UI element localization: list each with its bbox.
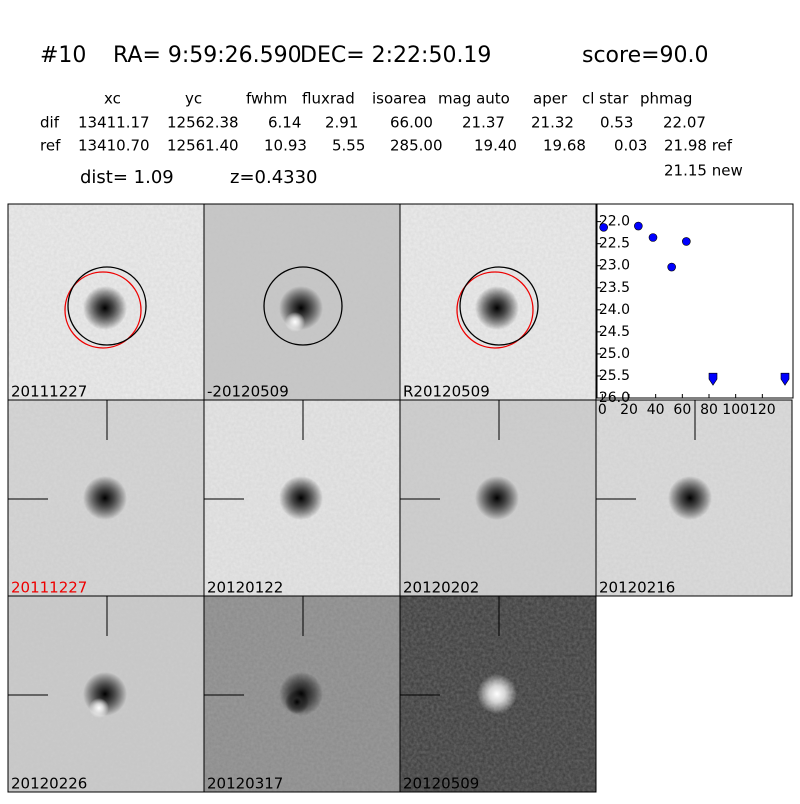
source <box>477 674 517 714</box>
point-limit <box>780 372 790 386</box>
cell: 10.93 <box>264 137 307 155</box>
column-header: fwhm <box>246 90 287 108</box>
x-tick-label: 60 <box>673 402 691 418</box>
column-header: mag auto <box>438 90 510 108</box>
y-tick-label: 22.5 <box>599 236 630 252</box>
aperture <box>459 266 539 346</box>
column-header: xc <box>104 90 121 108</box>
y-tick-label: 26.0 <box>599 390 630 406</box>
phmag-new: 21.15 new <box>664 162 743 180</box>
cell: 22.07 <box>663 114 706 132</box>
dec: DEC= 2:22:50.19 <box>300 43 491 68</box>
y-tick-label: 23.5 <box>599 280 630 296</box>
cell: 6.14 <box>268 114 301 132</box>
residual <box>285 312 305 332</box>
aperture <box>67 266 147 346</box>
stamp-label: 20120202 <box>403 579 479 597</box>
stamp-label: 20120216 <box>599 579 675 597</box>
column-header: cl star <box>582 90 629 108</box>
cell: 5.55 <box>332 137 365 155</box>
x-tick-label: 0 <box>598 402 607 418</box>
point <box>634 221 643 231</box>
x-tick-label: 40 <box>647 402 665 418</box>
cell: 0.03 <box>614 137 647 155</box>
cell: 19.40 <box>474 137 517 155</box>
x-tick-label: 80 <box>700 402 718 418</box>
point <box>648 233 658 242</box>
source <box>668 476 712 520</box>
stamp: 20120317 <box>203 595 401 793</box>
stamp: 20120509 <box>399 595 597 793</box>
cell: 12561.40 <box>167 137 239 155</box>
column-header: yc <box>185 90 202 108</box>
cell: 21.37 <box>462 114 505 132</box>
y-tick-label: 23.0 <box>599 258 630 274</box>
source <box>83 286 127 330</box>
stamp-label: 20120122 <box>207 579 283 597</box>
stamp: 20120216 <box>595 399 793 597</box>
point <box>599 223 608 232</box>
stamp-label: 20111227 <box>11 383 87 401</box>
cell: 66.00 <box>390 114 433 132</box>
x-tick-label: 100 <box>722 402 749 418</box>
cell: 0.53 <box>600 114 633 132</box>
cell: 285.00 <box>390 137 443 155</box>
stamp-border <box>595 399 793 597</box>
row-label: ref <box>40 137 61 155</box>
aperture <box>263 266 343 346</box>
y-tick-label: 25.5 <box>599 368 630 384</box>
stamp-label: 20120226 <box>11 775 87 793</box>
stamp: -20120509 <box>203 203 401 401</box>
id: #10 <box>40 43 86 68</box>
aperture-ref <box>64 271 142 349</box>
stamp-label: 20111227 <box>11 579 87 597</box>
source <box>475 286 519 330</box>
score: score=90.0 <box>582 43 709 68</box>
stamp-label: 20120317 <box>207 775 283 793</box>
ra: RA= 9:59:26.590 <box>113 43 302 68</box>
cell: 21.98 ref <box>664 137 733 155</box>
point-limit <box>708 372 718 386</box>
source <box>83 476 127 520</box>
y-tick-label: 24.0 <box>599 302 630 318</box>
source <box>279 476 323 520</box>
stamp: R20120509 <box>399 203 597 401</box>
row-label: dif <box>40 114 60 132</box>
point <box>682 237 691 246</box>
x-tick-label: 120 <box>749 402 776 418</box>
source <box>285 690 309 714</box>
cell: 2.91 <box>325 114 358 132</box>
column-header: fluxrad <box>302 90 355 108</box>
cell: 12562.38 <box>167 114 239 132</box>
dist: dist= 1.09 <box>80 167 174 188</box>
cell: 21.32 <box>531 114 574 132</box>
cell: 13410.70 <box>78 137 150 155</box>
stamp-label: R20120509 <box>403 383 490 401</box>
y-tick-label: 25.0 <box>599 346 630 362</box>
stamp: 20120226 <box>7 595 205 793</box>
stamp: 20120202 <box>399 399 597 597</box>
x-tick-label: 20 <box>620 402 638 418</box>
cell: 13411.17 <box>78 114 150 132</box>
plot-area <box>596 203 794 399</box>
source <box>475 476 519 520</box>
residual <box>89 698 109 718</box>
stamp: 20111227 <box>7 203 205 401</box>
stamp-border <box>399 595 597 793</box>
point <box>667 262 676 272</box>
column-header: aper <box>533 90 568 108</box>
y-tick-label: 24.5 <box>599 324 630 340</box>
column-header: isoarea <box>372 90 427 108</box>
column-header: phmag <box>640 90 692 108</box>
stamp-label: 20120509 <box>403 775 479 793</box>
stamp: 20120122 <box>203 399 401 597</box>
redshift: z=0.4330 <box>230 167 318 188</box>
cell: 19.68 <box>543 137 586 155</box>
stamp: 20111227 <box>7 399 205 597</box>
stamp-label: -20120509 <box>207 383 289 401</box>
aperture-ref <box>456 271 534 349</box>
